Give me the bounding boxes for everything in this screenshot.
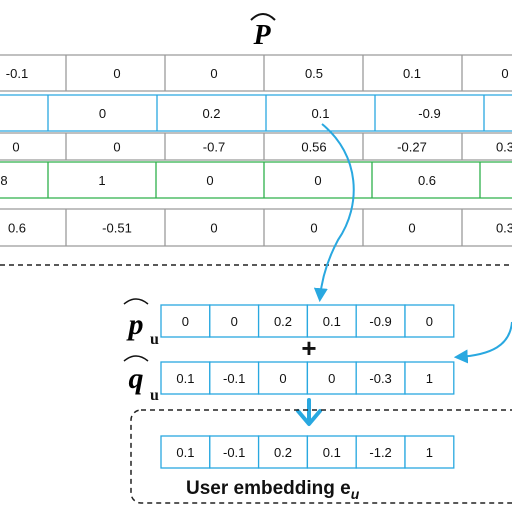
vector-cell: [306, 435, 357, 469]
matrix-cell-value: 0: [113, 66, 120, 81]
matrix-table: -0.1 0 0 0.5 0.1 00 0.2 0.1 -0.90 0 -0.7 0.56 -0.27 0…: [0, 54, 512, 247]
vector-cell-value: 0: [231, 314, 238, 329]
vector-cell: [404, 435, 455, 469]
matrix-cell-value: 0: [210, 66, 217, 81]
p-hat: [123, 298, 149, 305]
vector-cell: [355, 361, 406, 395]
matrix-cell-value: -0.9: [418, 106, 440, 121]
matrix-cell-value: 0.3: [496, 140, 512, 155]
vector-cell-value: 1: [426, 371, 433, 386]
matrix-cell-value: -0.7: [203, 140, 225, 155]
q-u-vector: 0.1 -0.1 0 0 -0.3 1: [160, 361, 455, 395]
vector-cell: [355, 304, 406, 338]
matrix-cell-value: 0.6: [8, 221, 26, 236]
matrix-cell-value: -0.51: [102, 221, 132, 236]
vector-cell: [160, 435, 211, 469]
p-letter: p: [126, 308, 144, 341]
vector-cell-value: 0: [182, 314, 189, 329]
matrix-cell-value: 0: [210, 221, 217, 236]
matrix-cell-value: 0: [310, 221, 317, 236]
matrix-cell-value: 0: [501, 66, 508, 81]
embedding-label: User embedding eu: [186, 478, 360, 502]
matrix-cell-value: 0: [12, 140, 19, 155]
matrix-cell-value: -0.1: [6, 66, 28, 81]
vector-cell: [306, 304, 357, 338]
vector-cell-value: -0.9: [369, 314, 391, 329]
vector-cell-value: -0.1: [223, 371, 245, 386]
vector-cell: [306, 361, 357, 395]
vector-cell-value: -0.1: [223, 445, 245, 460]
matrix-cell-value: 0: [113, 140, 120, 155]
vector-cell: [404, 304, 455, 338]
vector-cell: [355, 435, 406, 469]
matrix-cell-value: 0: [99, 106, 106, 121]
vector-cell-value: 0.1: [323, 445, 341, 460]
arrow-matrix-to-q: [453, 321, 512, 364]
embedding-label-subscript: u: [351, 486, 360, 502]
matrix-row-5: 0.6 -0.51 0 0 0 0.3: [0, 208, 512, 247]
matrix-row-4: 8 1 0 0 0.6: [0, 161, 512, 199]
embedding-label-text: User embedding e: [186, 478, 351, 499]
vector-cell-value: 0.1: [176, 445, 194, 460]
matrix-row-3: 0 0 -0.7 0.56 -0.27 0.3: [0, 132, 512, 161]
p-subscript: u: [150, 331, 159, 348]
vector-cell-value: -1.2: [369, 445, 391, 460]
vector-cell: [257, 304, 309, 338]
matrix-row-2: 0 0.2 0.1 -0.9: [0, 94, 512, 132]
matrix-cell-value: 0: [408, 221, 415, 236]
vector-cell-value: 1: [426, 445, 433, 460]
matrix-cell-value: 0.1: [403, 66, 421, 81]
vector-cell: [209, 304, 260, 338]
matrix-cell-value: 0: [206, 173, 213, 188]
embedding-vector: 0.1 -0.1 0.2 0.1 -1.2 1: [160, 435, 455, 469]
title-hat: [250, 13, 276, 21]
q-hat: [123, 355, 149, 362]
embedding-dashed-box: [130, 409, 512, 504]
vector-cell: [160, 304, 211, 338]
vector-cell-value: 0: [426, 314, 433, 329]
matrix-cell-value: 1: [98, 173, 105, 188]
vector-cell-value: 0.2: [274, 445, 292, 460]
matrix-row-1: -0.1 0 0 0.5 0.1 0: [0, 54, 512, 92]
vector-cell: [257, 361, 309, 395]
matrix-cell-value: 0.56: [301, 140, 326, 155]
vector-cell-value: 0: [279, 371, 286, 386]
q-u-label: q u: [123, 355, 159, 404]
vector-cell-value: 0: [328, 371, 335, 386]
matrix-cell-value: 0.2: [202, 106, 220, 121]
matrix-cell-value: 0.1: [311, 106, 329, 121]
p-u-label: p u: [123, 298, 159, 348]
vector-cell: [404, 361, 455, 395]
vector-cell: [209, 435, 260, 469]
matrix-cell-value: 0.3: [496, 221, 512, 236]
matrix-title-text: P: [252, 20, 271, 51]
plus-sign: +: [301, 333, 316, 363]
vector-cell-value: 0.2: [274, 314, 292, 329]
vector-cell-value: -0.3: [369, 371, 391, 386]
matrix-title: P: [250, 13, 276, 51]
matrix-cell-value: 0: [314, 173, 321, 188]
matrix-cell-value: 8: [0, 173, 7, 188]
q-subscript: u: [150, 387, 159, 404]
vector-cell-value: 0.1: [323, 314, 341, 329]
arrow-matrix-to-p: [313, 123, 355, 303]
matrix-cell-value: 0.5: [305, 66, 323, 81]
p-u-vector: 0 0 0.2 0.1 -0.9 0: [160, 304, 455, 338]
matrix-cell-value: 0.6: [418, 173, 436, 188]
vector-cell-value: 0.1: [176, 371, 194, 386]
q-letter: q: [129, 362, 144, 395]
vector-cell: [160, 361, 211, 395]
down-arrow: [296, 398, 322, 426]
matrix-cell-value: -0.27: [397, 140, 427, 155]
